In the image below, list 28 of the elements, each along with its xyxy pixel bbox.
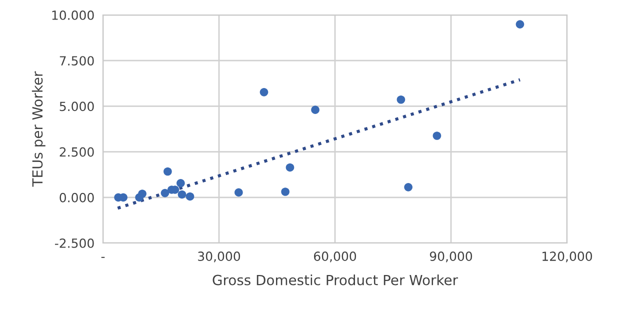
- point: [432, 132, 442, 140]
- point: [281, 188, 290, 196]
- x-tick-label: 90,000: [430, 252, 472, 262]
- x-tick-label: 120,000: [542, 252, 592, 262]
- y-tick-label: 5.000: [60, 102, 94, 112]
- y-tick-label: 0.000: [60, 192, 94, 202]
- y-tick-label: 10.000: [52, 10, 94, 20]
- point: [286, 163, 294, 172]
- point: [178, 190, 186, 199]
- point: [396, 95, 406, 104]
- point: [404, 183, 412, 192]
- y-axis-title: TEUs per Worker: [32, 71, 46, 187]
- y-tick-label: 7.500: [60, 56, 94, 66]
- point: [160, 188, 170, 198]
- x-tick-label: 60,000: [314, 252, 356, 262]
- y-tick-label: 2.500: [60, 147, 94, 157]
- point: [138, 190, 146, 198]
- y-tick-label: -2.500: [54, 238, 94, 248]
- point: [311, 106, 320, 114]
- point: [164, 167, 172, 176]
- x-axis-title: Gross Domestic Product Per Worker: [212, 274, 458, 286]
- point: [260, 88, 268, 96]
- x-tick-label: 30,000: [198, 252, 240, 262]
- x-tick-label: -: [101, 256, 105, 258]
- point: [186, 192, 194, 201]
- point: [516, 20, 524, 28]
- point: [234, 188, 243, 197]
- point: [176, 179, 185, 188]
